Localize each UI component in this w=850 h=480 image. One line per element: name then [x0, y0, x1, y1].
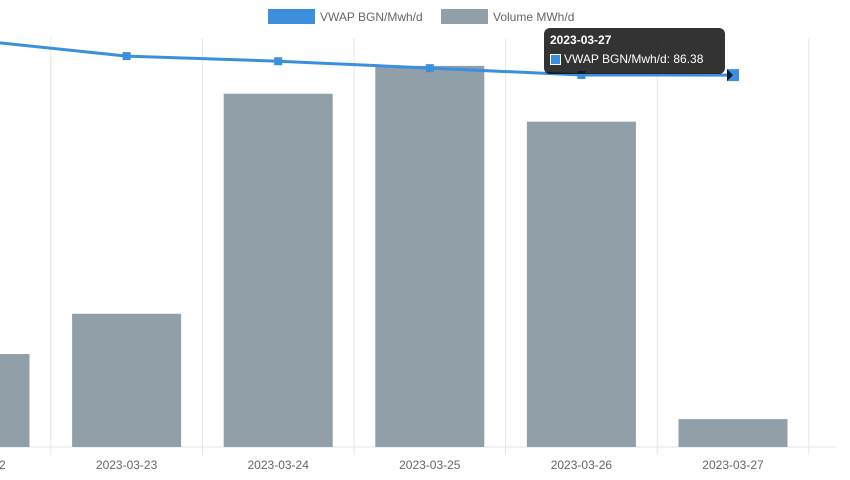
- tooltip-row: VWAP BGN/Mwh/d: 86.38: [550, 51, 719, 67]
- tooltip-caret: [727, 69, 733, 82]
- tooltip-title: 2023-03-27: [550, 33, 612, 47]
- vwap-point-2023-03-25[interactable]: [425, 64, 434, 73]
- legend-label-vwap[interactable]: VWAP BGN/Mwh/d: [320, 10, 423, 24]
- vwap-point-2023-03-24[interactable]: [274, 57, 283, 66]
- x-tick-2023-03-24: 2023-03-24: [248, 458, 310, 472]
- bar-2023-03-24[interactable]: [223, 93, 333, 447]
- bar-2023-03-27[interactable]: [678, 419, 788, 447]
- legend[interactable]: VWAP BGN/Mwh/d Volume MWh/d: [268, 9, 574, 24]
- bar-2023-03-22[interactable]: [0, 354, 30, 447]
- bar-2023-03-23[interactable]: [72, 313, 182, 447]
- legend-label-volume[interactable]: Volume MWh/d: [493, 10, 574, 24]
- vwap-point-2023-03-23[interactable]: [122, 52, 131, 61]
- x-tick-2023-03-25: 2023-03-25: [399, 458, 461, 472]
- x-tick-2023-03-26: 2023-03-26: [551, 458, 613, 472]
- vwap-line: [0, 41, 734, 77]
- legend-swatch-volume[interactable]: [441, 9, 488, 24]
- bar-2023-03-25[interactable]: [375, 65, 485, 448]
- x-tick-2023-03-27: 2023-03-27: [702, 458, 764, 472]
- vwap-point-2023-03-26[interactable]: [577, 71, 586, 80]
- bar-series: [0, 65, 788, 448]
- x-tick-2023-03-22: 2023-03-22: [0, 458, 6, 472]
- legend-swatch-vwap[interactable]: [268, 9, 315, 24]
- x-axis: 2023-03-22 2023-03-23 2023-03-24 2023-03-25…: [0, 458, 764, 472]
- tooltip-swatch: [550, 53, 561, 65]
- tooltip: 2023-03-27 VWAP BGN/Mwh/d: 86.38: [544, 28, 725, 74]
- x-tick-2023-03-23: 2023-03-23: [96, 458, 158, 472]
- tooltip-label: VWAP BGN/Mwh/d: 86.38: [564, 52, 704, 66]
- bar-2023-03-26[interactable]: [526, 121, 636, 447]
- line-series: [0, 41, 739, 82]
